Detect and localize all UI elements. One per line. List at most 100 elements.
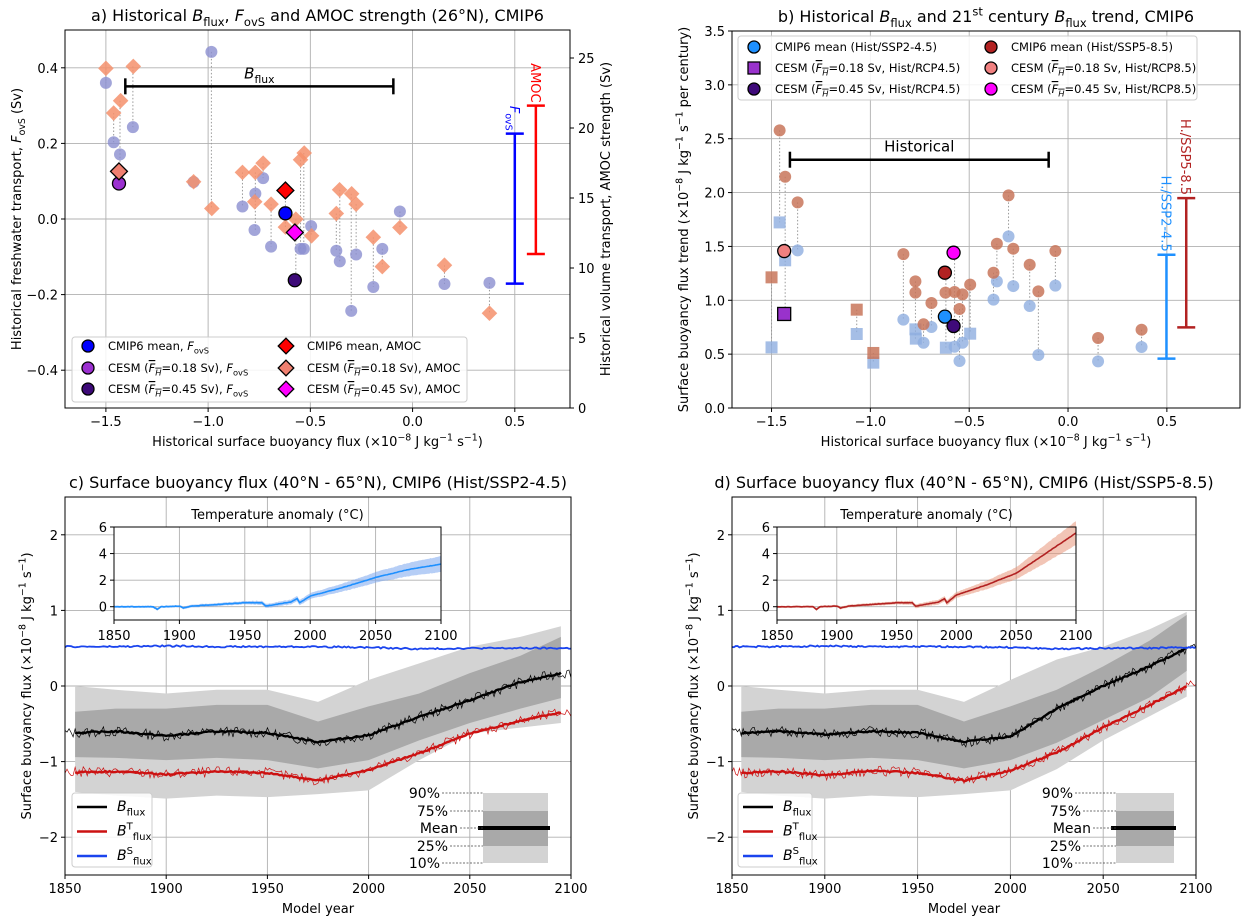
legend-entry: BSflux — [743, 846, 818, 867]
key-label: 75% — [417, 804, 448, 820]
data-point — [946, 245, 961, 260]
series-9 — [946, 245, 961, 260]
inset-title: Temperature anomaly (°C) — [190, 508, 363, 523]
text-segment: B — [117, 799, 127, 815]
text-segment: B — [1054, 7, 1065, 26]
panel-title: d) Surface buoyancy flux (40°N - 65°N), … — [714, 473, 1213, 492]
text-segment: H./SSP5-8.5 — [1177, 119, 1192, 195]
data-point — [1032, 349, 1045, 362]
legend-entry: CESM (FH=0.18 Sv), FovS — [81, 361, 248, 378]
data-point — [348, 196, 364, 212]
data-point — [365, 229, 382, 245]
data-point — [867, 346, 880, 359]
series-4 — [287, 273, 302, 288]
y-tick-label: −1 — [706, 756, 725, 771]
data-point — [946, 318, 961, 334]
text-segment: trend, CMIP6 — [1087, 7, 1194, 26]
series-7 — [937, 265, 953, 280]
key-label: 25% — [417, 839, 448, 855]
text-segment: s — [20, 571, 35, 582]
text-segment: −1 — [1108, 433, 1122, 444]
legend-box — [71, 792, 153, 868]
series-2 — [278, 206, 293, 221]
data-point — [937, 265, 953, 280]
inset-x-tick-label: 2050 — [359, 629, 392, 644]
legend-entry: BTflux — [77, 822, 152, 843]
text-segment: =0.18 Sv, Hist/RCP8.5) — [1065, 61, 1197, 75]
text-segment: Surface buoyancy flux (×10 — [20, 638, 35, 820]
axes-frame — [731, 496, 1197, 876]
data-point — [392, 219, 408, 236]
legend-entry: BTflux — [743, 822, 818, 843]
data-point — [765, 341, 778, 354]
text-segment: F — [187, 339, 194, 353]
inset-frame — [113, 526, 442, 621]
text-segment: =0.45 Sv, Hist/RCP4.5) — [829, 82, 961, 96]
mean-line — [74, 711, 562, 782]
data-point — [937, 309, 953, 324]
data-point — [1135, 323, 1148, 336]
data-point — [374, 258, 391, 275]
text-segment: ) — [478, 435, 483, 450]
legend-label: CESM (FH=0.18 Sv, Hist/RCP4.5) — [775, 61, 960, 78]
legend-label: CMIP6 mean, AMOC — [307, 339, 421, 353]
data-point — [343, 186, 360, 202]
series-6 — [109, 162, 129, 181]
text-segment: ovS — [194, 346, 209, 356]
text-segment: ovS — [233, 368, 248, 378]
range-label: Historical — [884, 138, 954, 156]
text-segment: H — [822, 89, 829, 99]
text-segment: flux — [203, 15, 225, 29]
data-point — [917, 318, 930, 331]
panel-title: b) Historical Bflux and 21st century Bfl… — [778, 4, 1194, 30]
legend-entry: Bflux — [743, 799, 811, 818]
x-tick-label: 2050 — [1087, 882, 1120, 897]
text-segment: B — [117, 824, 127, 840]
text-segment: d) Surface buoyancy flux (40°N - 65°N), … — [714, 473, 1213, 492]
text-segment: −8 — [18, 624, 29, 638]
mean-line — [731, 644, 1197, 651]
series-1 — [765, 216, 977, 369]
legend-marker — [81, 361, 95, 375]
text-segment: F — [235, 6, 245, 25]
data-point — [345, 304, 358, 317]
text-segment: H — [354, 389, 361, 399]
data-point — [107, 136, 120, 149]
inset-y-tick-label: 6 — [762, 521, 770, 536]
data-point — [909, 275, 922, 288]
y-axis-label: Surface buoyancy flux trend (×10−8 J kg−… — [675, 27, 692, 413]
inset-x-tick-label: 1900 — [163, 629, 196, 644]
y-tick-label: 0 — [717, 680, 725, 695]
inset-x-tick-label: 1900 — [820, 629, 853, 644]
y-tick-label: 0 — [50, 680, 58, 695]
x-tick-label: 2000 — [994, 882, 1027, 897]
text-segment: flux — [127, 807, 146, 818]
y-axis-label: Surface buoyancy flux (×10−8 J kg−1 s−1) — [18, 552, 35, 819]
legend-entry: CESM (FH=0.45 Sv), FovS — [81, 382, 248, 399]
series-bflux — [64, 669, 572, 747]
text-segment: ) — [687, 552, 702, 557]
data-point — [1002, 189, 1015, 202]
range-bar: Historical — [788, 138, 1050, 168]
text-segment: F — [149, 361, 156, 375]
text-segment: B — [783, 824, 793, 840]
inset-x-tick-label: 1950 — [228, 629, 261, 644]
panel-b: b) Historical Bflux and 21st century Bfl… — [675, 4, 1241, 450]
inset-x-tick-label: 2050 — [1000, 629, 1033, 644]
legend-label: Bflux — [783, 799, 811, 818]
text-segment: Historical volume transport, AMOC streng… — [599, 62, 614, 376]
text-segment: −8 — [685, 624, 696, 638]
percentile-key: 90% 75%Mean 25%10% — [409, 786, 550, 872]
y-tick-label: 0.0 — [704, 402, 725, 417]
key-label: 25% — [1050, 839, 1081, 855]
data-point — [779, 170, 792, 183]
inset-y-tick-label: 0 — [99, 601, 107, 616]
data-point — [777, 306, 792, 322]
data-point — [246, 193, 263, 210]
text-segment: AMOC — [527, 63, 542, 102]
text-segment: s — [1122, 435, 1133, 450]
text-segment: −1 — [1132, 433, 1146, 444]
inset-y-tick-label: 4 — [762, 548, 770, 563]
y-tick-label: −2 — [39, 831, 58, 846]
text-segment: ovS — [503, 113, 514, 130]
